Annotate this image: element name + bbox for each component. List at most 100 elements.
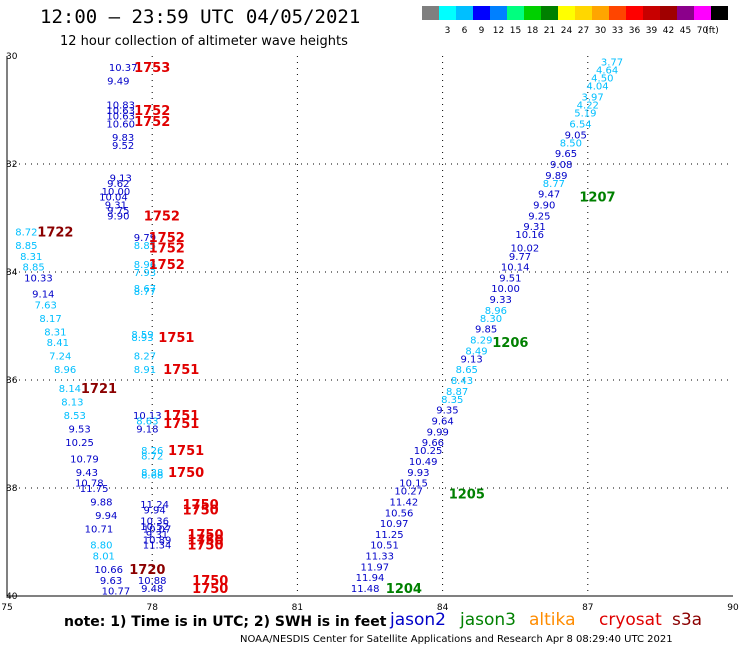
pass-time-label: 1750	[192, 582, 228, 597]
wave-height-label: 10.56	[385, 508, 414, 519]
wave-height-label: 8.14	[59, 384, 81, 395]
pass-time-label: 1751	[163, 409, 199, 424]
wave-height-label: 10.51	[370, 541, 399, 552]
wave-height-label: 9.53	[68, 425, 90, 436]
wave-height-label: 10.16	[515, 230, 544, 241]
wave-height-label: 11.75	[80, 484, 109, 495]
wave-height-label: 10.02	[511, 244, 540, 255]
pass-time-label: 1750	[192, 574, 228, 589]
wave-height-label: 8.87	[446, 387, 468, 398]
legend-swatch	[422, 6, 439, 20]
legend-tick-label: 39	[646, 26, 658, 36]
wave-height-label: 8.49	[465, 346, 487, 357]
satellite-legend-s3a: s3a	[672, 610, 703, 630]
wave-height-label: 10.04	[99, 192, 128, 203]
pass-time-label: 1207	[579, 190, 615, 205]
legend-swatch	[575, 6, 592, 20]
pass-time-label: 1751	[163, 363, 199, 378]
wave-height-label: 10.25	[414, 446, 443, 457]
wave-height-label: 10.52	[140, 522, 169, 533]
wave-height-label: 10.79	[70, 454, 99, 465]
wave-height-label: 8.96	[134, 260, 156, 271]
wave-height-label: 8.59	[131, 330, 153, 341]
wave-height-label: 9.93	[407, 468, 429, 479]
x-tick-label: 75	[1, 603, 12, 613]
wave-height-label: 6.54	[569, 120, 591, 131]
legend-tick-label: 36	[629, 26, 641, 36]
wave-height-label: 5.19	[574, 109, 596, 120]
wave-height-label: 9.94	[143, 506, 165, 517]
wave-height-label: 10.13	[133, 411, 162, 422]
wave-height-label: 9.89	[545, 171, 567, 182]
y-tick-label: 34	[6, 268, 18, 278]
wave-height-label: 8.26	[141, 446, 163, 457]
x-tick-label: 78	[146, 603, 158, 613]
wave-height-label: 8.13	[61, 398, 83, 409]
wave-height-label: 9.31	[105, 201, 127, 212]
pass-time-label: 1722	[37, 226, 73, 241]
wave-height-label: 8.17	[39, 314, 61, 325]
wave-height-label: 8.27	[134, 352, 156, 363]
wave-height-label: 8.77	[543, 179, 565, 190]
legend-swatch	[609, 6, 626, 20]
legend-swatch	[592, 6, 609, 20]
legend-tick-label: 24	[561, 26, 573, 36]
wave-height-label: 7.93	[134, 268, 156, 279]
wave-height-label: 10.77	[102, 587, 131, 598]
wave-height-label: 8.80	[90, 541, 112, 552]
wave-height-label: 10.78	[75, 479, 104, 490]
wave-height-label: 10.63	[106, 111, 135, 122]
wave-height-label: 10.66	[94, 565, 123, 576]
wave-height-label: 9.75	[107, 206, 129, 217]
pass-time-label: 1752	[134, 104, 170, 119]
legend-swatch	[456, 6, 473, 20]
wave-height-label: 11.42	[390, 498, 419, 509]
pass-time-label: 1750	[183, 504, 219, 519]
y-tick-label: 36	[6, 376, 18, 386]
pass-time-label: 1750	[168, 466, 204, 481]
pass-time-label: 1752	[149, 231, 185, 246]
satellite-legend-jason2: jason2	[390, 610, 446, 630]
wave-height-label: 8.41	[47, 338, 69, 349]
wave-height-label: 10.37	[109, 63, 138, 74]
legend-swatch	[558, 6, 575, 20]
wave-height-label: 11.48	[351, 584, 380, 595]
legend-tick-label: 21	[544, 26, 555, 36]
pass-time-label: 1206	[492, 336, 528, 351]
legend-tick-label: 33	[612, 26, 623, 36]
wave-height-label: 10.36	[140, 516, 169, 527]
pass-time-label: 1750	[183, 498, 219, 513]
wave-height-label: 8.38	[141, 468, 163, 479]
wave-height-label: 8.43	[451, 376, 473, 387]
wave-height-label: 10.88	[138, 576, 167, 587]
footer-note: note: 1) Time is in UTC; 2) SWH is in fe…	[64, 614, 387, 630]
legend-tick-label: 3	[445, 26, 451, 36]
wave-height-label: 9.08	[550, 160, 572, 171]
wave-height-label: 10.97	[380, 519, 409, 530]
legend-tick-label: 12	[493, 26, 504, 36]
wave-height-label: 9.33	[490, 295, 512, 306]
x-tick-label: 81	[292, 603, 303, 613]
legend-tick-label: 15	[510, 26, 521, 36]
wave-height-label: 8.50	[560, 138, 582, 149]
wave-height-label: 8.31	[20, 252, 42, 263]
legend-swatch	[677, 6, 694, 20]
wave-height-label: 9.63	[100, 576, 122, 587]
x-tick-label: 90	[727, 603, 739, 613]
wave-height-label: 11.25	[375, 530, 404, 541]
wave-height-label: 8.96	[54, 365, 76, 376]
wave-height-label: 9.77	[509, 252, 531, 263]
pass-time-label: 1205	[449, 487, 485, 502]
wave-height-label: 10.71	[85, 525, 114, 536]
legend-swatch	[660, 6, 677, 20]
wave-height-label: 10.27	[394, 487, 423, 498]
pass-time-label: 1721	[81, 382, 117, 397]
wave-height-label: 8.93	[131, 333, 153, 344]
legend-swatch	[490, 6, 507, 20]
wave-height-label: 10.25	[65, 438, 94, 449]
legend-tick-label: 30	[595, 26, 607, 36]
wave-height-label: 4.22	[577, 101, 599, 112]
legend-swatch	[643, 6, 660, 20]
pass-time-label: 1751	[158, 331, 194, 346]
